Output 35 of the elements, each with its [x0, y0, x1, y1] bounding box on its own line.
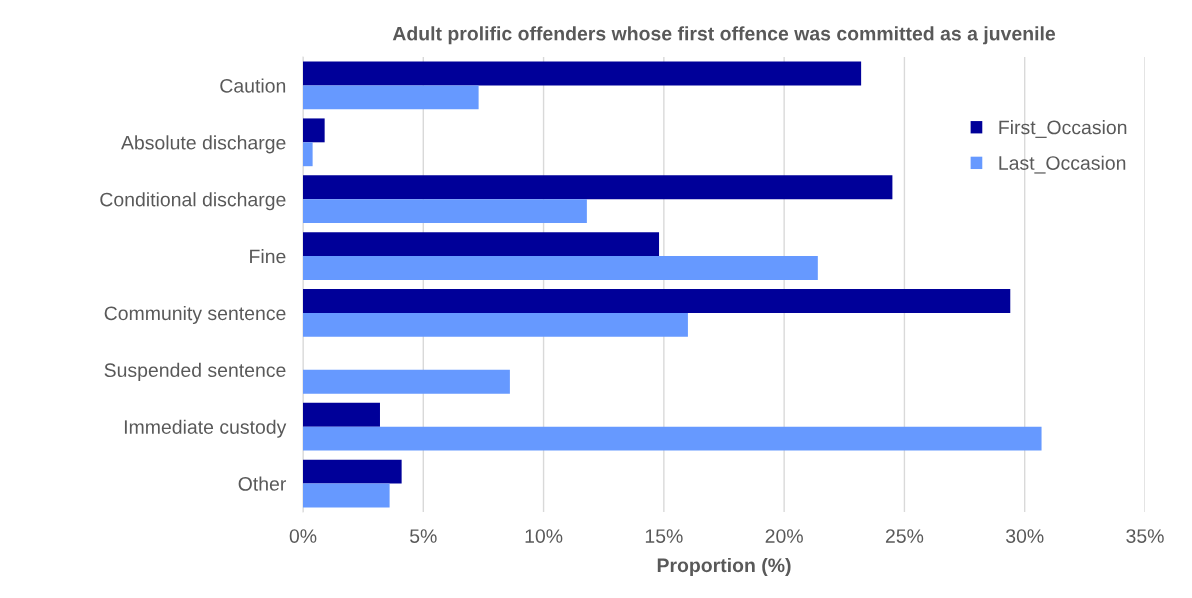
x-tick-label: 30%: [1006, 529, 1044, 543]
y-tick-label: Fine: [250, 249, 286, 264]
bar: [303, 483, 390, 508]
bar: [303, 289, 1011, 313]
legend-label: Last_Occasion: [999, 155, 1126, 174]
bar: [303, 85, 479, 110]
x-tick-label: 15%: [645, 529, 683, 543]
y-tick-label: Immediate custody: [124, 419, 287, 438]
bar: [303, 199, 587, 224]
x-tick-label: 20%: [765, 529, 803, 543]
bar: [303, 142, 313, 167]
bar: [303, 312, 688, 337]
x-tick-label: 35%: [1126, 529, 1164, 543]
y-tick-label: Caution: [220, 78, 286, 93]
x-tick-label: 0%: [289, 529, 317, 543]
y-tick-label: Other: [238, 476, 287, 491]
bar: [303, 369, 510, 394]
bar: [303, 118, 325, 143]
y-tick-label: Community sentence: [104, 305, 286, 325]
bar: [303, 459, 402, 484]
x-tick-label: 10%: [525, 529, 563, 543]
x-tick-label: 5%: [410, 529, 437, 543]
bar: [303, 175, 893, 200]
x-tick-label: 25%: [885, 529, 924, 543]
y-tick-label: Absolute discharge: [121, 135, 286, 154]
bar: [303, 256, 818, 280]
x-axis-title: Proportion (%): [657, 557, 791, 577]
legend-label: First_Occasion: [999, 120, 1127, 138]
y-tick-label: Suspended sentence: [104, 362, 286, 381]
y-tick-label: Conditional discharge: [100, 192, 286, 211]
bar: [303, 426, 1042, 451]
bar: [303, 61, 862, 86]
bar: [303, 232, 660, 257]
chart-title: Adult prolific offenders whose first offence was committed as a juvenile: [392, 26, 1056, 45]
bar: [303, 402, 380, 427]
